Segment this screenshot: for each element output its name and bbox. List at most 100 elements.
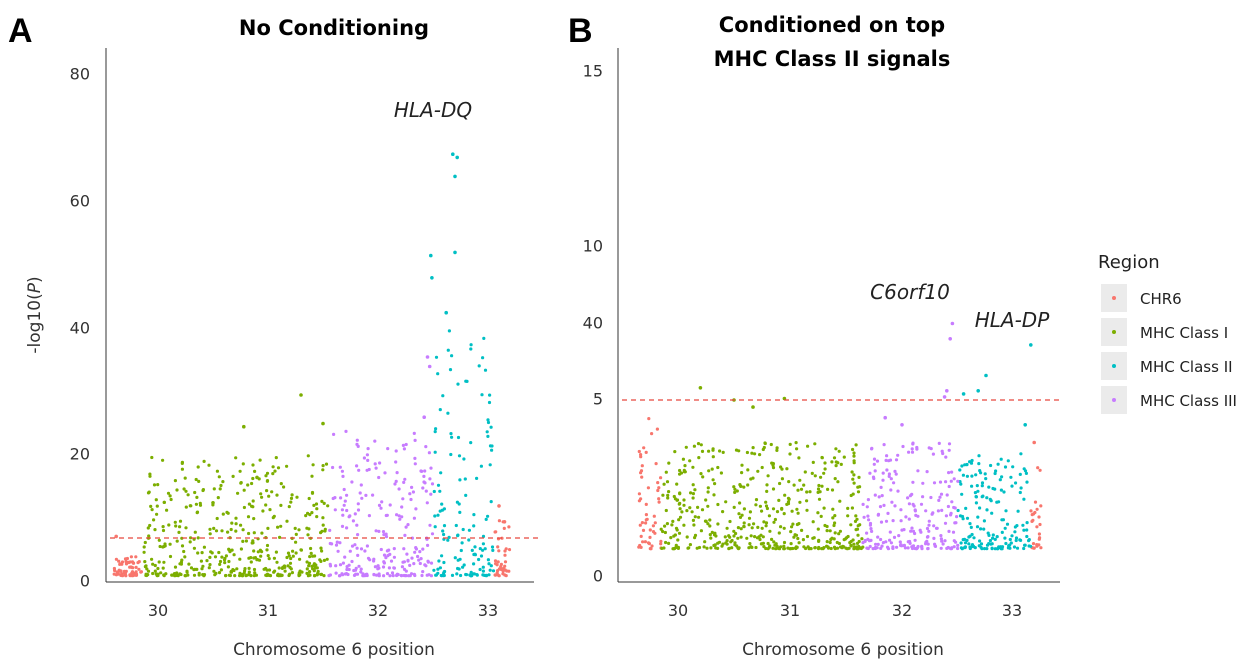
point-mhc-class-iii [328, 573, 332, 577]
point-mhc-class-i [739, 535, 743, 539]
point-mhc-class-ii [999, 457, 1003, 461]
point-mhc-class-ii [989, 463, 993, 468]
point-chr6 [657, 486, 661, 490]
point-mhc-class-ii [454, 523, 458, 528]
point-mhc-class-i [697, 515, 701, 519]
point-chr6 [1032, 440, 1036, 445]
point-mhc-class-i [733, 487, 737, 491]
point-mhc-class-ii [469, 343, 473, 347]
point-mhc-class-iii [936, 509, 941, 513]
point-mhc-class-i [195, 495, 199, 499]
point-mhc-class-iii [893, 469, 897, 473]
point-mhc-class-i [679, 471, 684, 475]
point-mhc-class-i [201, 564, 205, 568]
point-mhc-class-i [739, 527, 743, 531]
point-mhc-class-ii [979, 527, 983, 531]
point-chr6 [120, 574, 125, 578]
point-mhc-class-i [168, 542, 172, 546]
point-mhc-class-i [247, 566, 251, 571]
point-mhc-class-i [246, 515, 251, 519]
point-mhc-class-iii [374, 466, 378, 470]
point-mhc-class-i [287, 573, 291, 578]
point-mhc-class-i [825, 540, 829, 544]
point-mhc-class-ii [479, 554, 484, 558]
point-mhc-class-i [852, 547, 856, 551]
point-mhc-class-i [165, 508, 169, 512]
point-mhc-class-iii [412, 516, 416, 520]
point-mhc-class-i [766, 541, 770, 546]
point-mhc-class-ii [486, 514, 490, 518]
point-chr6 [1037, 532, 1041, 536]
point-mhc-class-i [783, 493, 787, 497]
point-mhc-class-iii [430, 532, 435, 536]
point-mhc-class-i [796, 488, 800, 492]
point-mhc-class-iii [377, 475, 381, 480]
point-mhc-class-i [252, 567, 257, 572]
point-mhc-class-iii [422, 474, 426, 478]
point-mhc-class-i [746, 468, 750, 472]
point-mhc-class-iii [938, 480, 943, 484]
panel-b-annotation-hla-dp: HLA-DP [975, 308, 1050, 332]
point-mhc-class-iii [907, 450, 911, 454]
point-mhc-class-iii [939, 537, 944, 541]
point-mhc-class-i [832, 456, 837, 460]
point-mhc-class-i [260, 531, 264, 535]
point-mhc-class-i [754, 545, 758, 550]
point-mhc-class-i [736, 536, 740, 540]
point-mhc-class-ii [442, 532, 446, 537]
point-chr6 [507, 548, 512, 552]
point-mhc-class-ii [487, 573, 491, 577]
point-mhc-class-iii [338, 465, 342, 469]
point-mhc-class-iii [334, 564, 338, 568]
point-mhc-class-i [725, 526, 729, 530]
point-mhc-class-iii [866, 514, 870, 518]
point-chr6 [497, 549, 501, 553]
point-mhc-class-i [192, 573, 197, 577]
point-mhc-class-ii [1002, 490, 1006, 494]
point-chr6 [125, 556, 129, 561]
point-mhc-class-iii [359, 547, 364, 551]
point-mhc-class-ii [478, 567, 482, 572]
point-mhc-class-i [178, 525, 182, 529]
point-mhc-class-i [662, 546, 666, 550]
point-mhc-class-iii [355, 438, 359, 442]
point-mhc-class-iii [347, 567, 351, 572]
point-mhc-class-ii [987, 485, 991, 489]
point-mhc-class-i [279, 524, 283, 528]
point-chr6 [646, 486, 651, 490]
point-mhc-class-iii [367, 467, 371, 472]
point-mhc-class-iii [893, 504, 897, 508]
point-mhc-class-i [764, 521, 769, 525]
point-mhc-class-iii [406, 523, 410, 527]
point-mhc-class-iii [412, 562, 416, 566]
point-mhc-class-i [198, 501, 202, 505]
point-mhc-class-i [234, 516, 238, 520]
point-mhc-class-i [234, 456, 238, 460]
point-mhc-class-iii [356, 444, 360, 448]
point-mhc-class-i [761, 447, 765, 452]
point-mhc-class-iii [402, 547, 406, 551]
point-mhc-class-ii [442, 573, 446, 578]
point-mhc-class-i [207, 463, 211, 467]
point-mhc-class-i [836, 480, 840, 484]
point-mhc-class-iii [886, 511, 890, 515]
panel-a: A No Conditioning -log10(P) Chromosome 6… [8, 12, 540, 660]
point-mhc-class-i [738, 515, 743, 520]
point-mhc-class-ii [471, 572, 476, 576]
point-mhc-class-ii [436, 513, 440, 517]
point-mhc-class-i [155, 504, 159, 508]
point-mhc-class-i [229, 569, 234, 573]
point-mhc-class-iii [907, 517, 911, 521]
point-mhc-class-iii [874, 542, 878, 546]
point-mhc-class-i [819, 514, 823, 519]
point-chr6 [642, 446, 646, 450]
point-mhc-class-i [299, 548, 303, 552]
point-mhc-class-i [671, 519, 675, 524]
point-mhc-class-ii [475, 476, 479, 480]
point-mhc-class-i [841, 544, 845, 549]
point-mhc-class-iii [328, 541, 332, 546]
point-mhc-class-iii [424, 445, 428, 449]
point-chr6 [640, 464, 644, 468]
point-mhc-class-i [697, 545, 702, 550]
point-mhc-class-i [193, 530, 197, 534]
